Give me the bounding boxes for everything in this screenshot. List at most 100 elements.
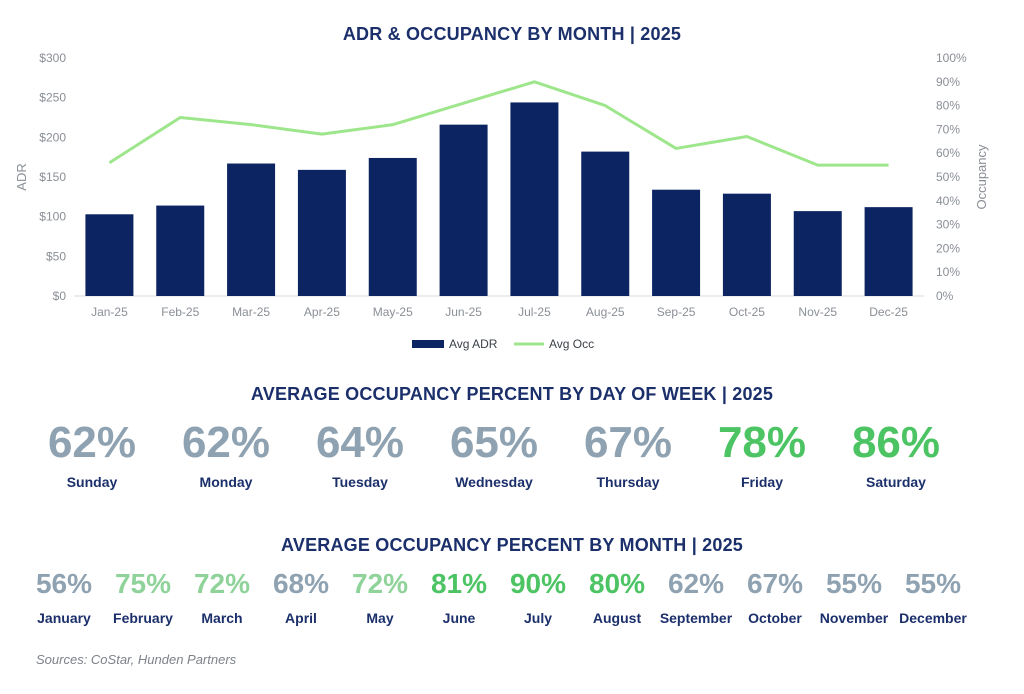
month-label: March [201, 610, 243, 626]
bar-adr [156, 205, 205, 296]
dow-label: Tuesday [332, 474, 388, 490]
x-tick-label: Sep-25 [657, 305, 696, 319]
y2-tick-label: 90% [936, 75, 960, 89]
month-percent: 55% [904, 568, 962, 599]
legend-label-occ: Avg Occ [549, 337, 594, 351]
dow-percent: 86% [851, 418, 941, 467]
dow-percent: 65% [449, 418, 539, 467]
bar-adr [793, 211, 842, 296]
y-tick-label: $50 [46, 249, 66, 263]
dow-percent: 78% [717, 418, 807, 467]
month-row: 56% January 75% February 72% March 68% April 72%… [22, 566, 1002, 636]
month-label: September [659, 610, 733, 626]
source-note: Sources: CoStar, Hunden Partners [36, 652, 237, 667]
y2-axis-label: Occupancy [974, 144, 989, 210]
x-tick-label: Jan-25 [91, 305, 128, 319]
y2-tick-label: 20% [936, 241, 960, 255]
month-label: February [113, 610, 173, 626]
dow-percent: 64% [315, 418, 405, 467]
legend-swatch-adr [412, 340, 444, 348]
month-percent: 90% [509, 568, 567, 599]
dow-label: Friday [740, 474, 783, 490]
dow-item-wednesday: 65% Wednesday [424, 418, 564, 490]
month-label: November [819, 610, 889, 626]
dow-label: Monday [199, 474, 253, 490]
month-percent: 62% [667, 568, 725, 599]
month-percent: 80% [588, 568, 646, 599]
y-tick-label: $150 [39, 170, 66, 184]
x-tick-label: Apr-25 [304, 305, 340, 319]
month-percent: 67% [746, 568, 804, 599]
month-label: October [748, 610, 802, 626]
dow-label: Thursday [596, 474, 660, 490]
day-of-week-row: 62% Sunday 62% Monday 64% Tuesday 65% Wednesday… [22, 418, 1002, 498]
x-tick-label: Dec-25 [869, 305, 908, 319]
month-item-may: 72% May [338, 566, 422, 626]
month-percent: 56% [35, 568, 93, 599]
y2-tick-label: 50% [936, 170, 960, 184]
bar-adr [227, 163, 276, 296]
y-tick-label: $250 [39, 91, 66, 105]
y2-tick-label: 80% [936, 99, 960, 113]
month-percent: 72% [193, 568, 251, 599]
month-title: AVERAGE OCCUPANCY PERCENT BY MONTH | 202… [281, 535, 743, 555]
month-item-october: 67% October [733, 566, 817, 626]
dow-label: Saturday [866, 474, 926, 490]
dow-percent: 62% [47, 418, 137, 467]
month-item-june: 81% June [417, 566, 501, 626]
x-tick-label: Aug-25 [586, 305, 625, 319]
y-tick-label: $200 [39, 130, 66, 144]
month-item-august: 80% August [575, 566, 659, 626]
dow-item-thursday: 67% Thursday [558, 418, 698, 490]
bar-adr [864, 207, 913, 296]
y2-tick-label: 0% [936, 289, 954, 303]
dow-percent: 62% [181, 418, 271, 467]
x-tick-label: Nov-25 [798, 305, 837, 319]
month-item-february: 75% February [101, 566, 185, 626]
dow-label: Wednesday [455, 474, 533, 490]
month-label: April [285, 610, 317, 626]
y2-tick-label: 30% [936, 218, 960, 232]
month-label: January [37, 610, 91, 626]
month-percent: 68% [272, 568, 330, 599]
month-percent: 55% [825, 568, 883, 599]
bar-adr [85, 214, 134, 296]
x-tick-label: Jun-25 [445, 305, 482, 319]
dow-item-tuesday: 64% Tuesday [290, 418, 430, 490]
y2-tick-label: 10% [936, 265, 960, 279]
y2-tick-label: 40% [936, 194, 960, 208]
month-item-september: 62% September [654, 566, 738, 626]
y-tick-label: $100 [39, 210, 66, 224]
y-tick-label: $0 [53, 289, 67, 303]
month-percent: 81% [430, 568, 488, 599]
y2-tick-label: 70% [936, 122, 960, 136]
adr-occupancy-chart: $0 $50 $100 $150 $200 $250 $300 0% 10% 20% 30% 40% 5… [14, 51, 989, 351]
y-axis-label: ADR [14, 163, 29, 190]
month-item-november: 55% November [812, 566, 896, 626]
bar-adr [297, 169, 346, 296]
bar-adr [652, 189, 701, 296]
bar-adr [510, 102, 559, 296]
x-tick-label: Jul-25 [518, 305, 551, 319]
x-tick-label: Oct-25 [729, 305, 765, 319]
dow-item-friday: 78% Friday [692, 418, 832, 490]
x-tick-label: Mar-25 [232, 305, 270, 319]
month-label: August [592, 610, 642, 626]
bar-adr [581, 151, 630, 296]
y2-tick-label: 100% [936, 51, 967, 65]
month-item-december: 55% December [891, 566, 975, 626]
y2-tick-label: 60% [936, 146, 960, 160]
month-item-april: 68% April [259, 566, 343, 626]
month-label: June [442, 610, 476, 626]
y-tick-label: $300 [39, 51, 66, 65]
bar-adr [368, 157, 417, 296]
line-occupancy [108, 80, 889, 167]
dow-percent: 67% [583, 418, 673, 467]
month-item-july: 90% July [496, 566, 580, 626]
month-label: July [523, 610, 552, 626]
month-item-january: 56% January [22, 566, 106, 626]
x-tick-label: May-25 [373, 305, 413, 319]
month-percent: 75% [114, 568, 172, 599]
dow-item-saturday: 86% Saturday [826, 418, 966, 490]
dow-label: Sunday [66, 474, 118, 490]
